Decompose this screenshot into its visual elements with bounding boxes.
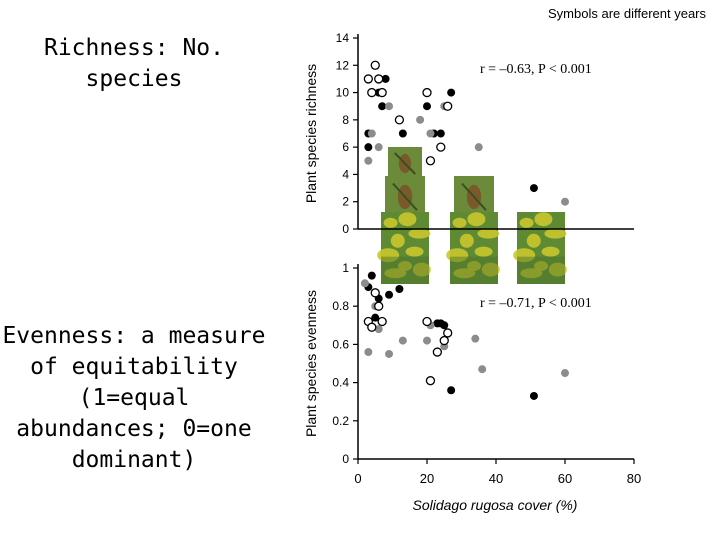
data-point: [371, 313, 380, 322]
y-tick-label: 2: [342, 195, 349, 209]
data-point: [443, 101, 453, 111]
data-point: [364, 156, 373, 165]
richness-plot: 0 2 4 6 8 10 12 14 Plant species richness r = –0.…: [303, 31, 634, 236]
data-point: [423, 336, 431, 345]
y-tick-label: 0: [342, 452, 349, 466]
y-axis-title: Plant species evenness: [303, 290, 319, 437]
symbols-note: Symbols are different years: [548, 6, 706, 21]
photo-insets: [377, 147, 567, 284]
data-point: [416, 115, 425, 124]
goldenrod-plant-photo: [513, 212, 567, 284]
x-tick-label: 20: [420, 471, 434, 486]
y-tick-label: 0.8: [332, 299, 349, 313]
data-point: [422, 316, 432, 327]
y-tick-label: 4: [342, 167, 349, 181]
data-point: [425, 376, 436, 386]
data-point: [367, 87, 377, 98]
data-point: [374, 143, 383, 152]
data-point: [378, 102, 387, 111]
data-point: [385, 290, 394, 299]
data-point: [423, 102, 431, 111]
data-point: [381, 74, 390, 83]
y-tick-label: 14: [336, 31, 350, 45]
y-tick-label: 0.2: [332, 414, 349, 428]
data-point: [367, 271, 376, 280]
data-point: [364, 143, 373, 152]
y-tick-label: 0.6: [332, 337, 349, 351]
data-point: [474, 143, 483, 152]
y-tick-label: 0.4: [332, 376, 349, 390]
data-point: [367, 129, 376, 138]
data-point: [377, 316, 387, 327]
x-axis-title: Solidago rugosa cover (%): [413, 497, 578, 513]
data-point: [478, 365, 487, 374]
x-tick-label: 0: [354, 471, 361, 486]
y-tick-label: 8: [342, 113, 349, 127]
evenness-plot: 0 0.2 0.4 0.6 0.8 1 0 20 40 60 80 Plant species eve…: [303, 261, 641, 513]
data-point: [436, 129, 445, 138]
data-point: [447, 88, 456, 97]
x-tick-label: 60: [558, 471, 572, 486]
data-point: [398, 336, 407, 345]
data-point: [426, 129, 435, 138]
y-tick-label: 0: [342, 222, 349, 236]
data-point: [443, 328, 453, 338]
data-point: [395, 285, 404, 294]
x-tick-label: 80: [627, 471, 641, 486]
data-point: [529, 391, 538, 400]
x-tick-label: 40: [489, 471, 503, 486]
correlation-annotation: r = –0.71, P < 0.001: [480, 296, 592, 311]
data-point: [529, 184, 538, 193]
y-tick-label: 12: [336, 58, 350, 72]
y-tick-label: 10: [336, 86, 350, 100]
data-point: [432, 347, 443, 357]
data-point: [363, 74, 374, 84]
y-axis-title: Plant species richness: [303, 64, 319, 203]
goldenrod-plant-photo: [446, 212, 500, 284]
data-point: [385, 349, 394, 358]
y-tick-label: 1: [342, 261, 349, 275]
data-point: [561, 369, 569, 378]
beetle-photo: [454, 176, 494, 214]
data-point: [398, 129, 407, 138]
data-point: [385, 102, 394, 111]
data-point: [374, 325, 383, 334]
richness-description: Richness: No. species: [43, 35, 224, 92]
data-point: [374, 301, 384, 311]
data-point: [360, 279, 369, 288]
evenness-description: Evenness: a measure of equitability (1=e…: [2, 323, 266, 473]
data-point: [561, 197, 569, 206]
data-point: [377, 87, 387, 98]
data-point: [425, 156, 436, 166]
correlation-annotation: r = –0.63, P < 0.001: [480, 62, 592, 77]
beetle-photo: [388, 147, 422, 177]
data-point: [471, 334, 480, 343]
y-tick-label: 6: [342, 140, 349, 154]
goldenrod-plant-photo: [377, 212, 431, 284]
data-point: [367, 322, 377, 332]
data-point: [374, 74, 384, 84]
data-point: [364, 348, 373, 357]
data-point: [447, 386, 456, 395]
data-point: [439, 335, 449, 346]
data-point: [440, 321, 449, 330]
beetle-photo: [385, 176, 425, 214]
data-point: [394, 115, 405, 125]
data-point: [436, 142, 446, 152]
data-point: [422, 87, 432, 98]
data-point: [370, 288, 380, 298]
data-point: [370, 60, 380, 70]
